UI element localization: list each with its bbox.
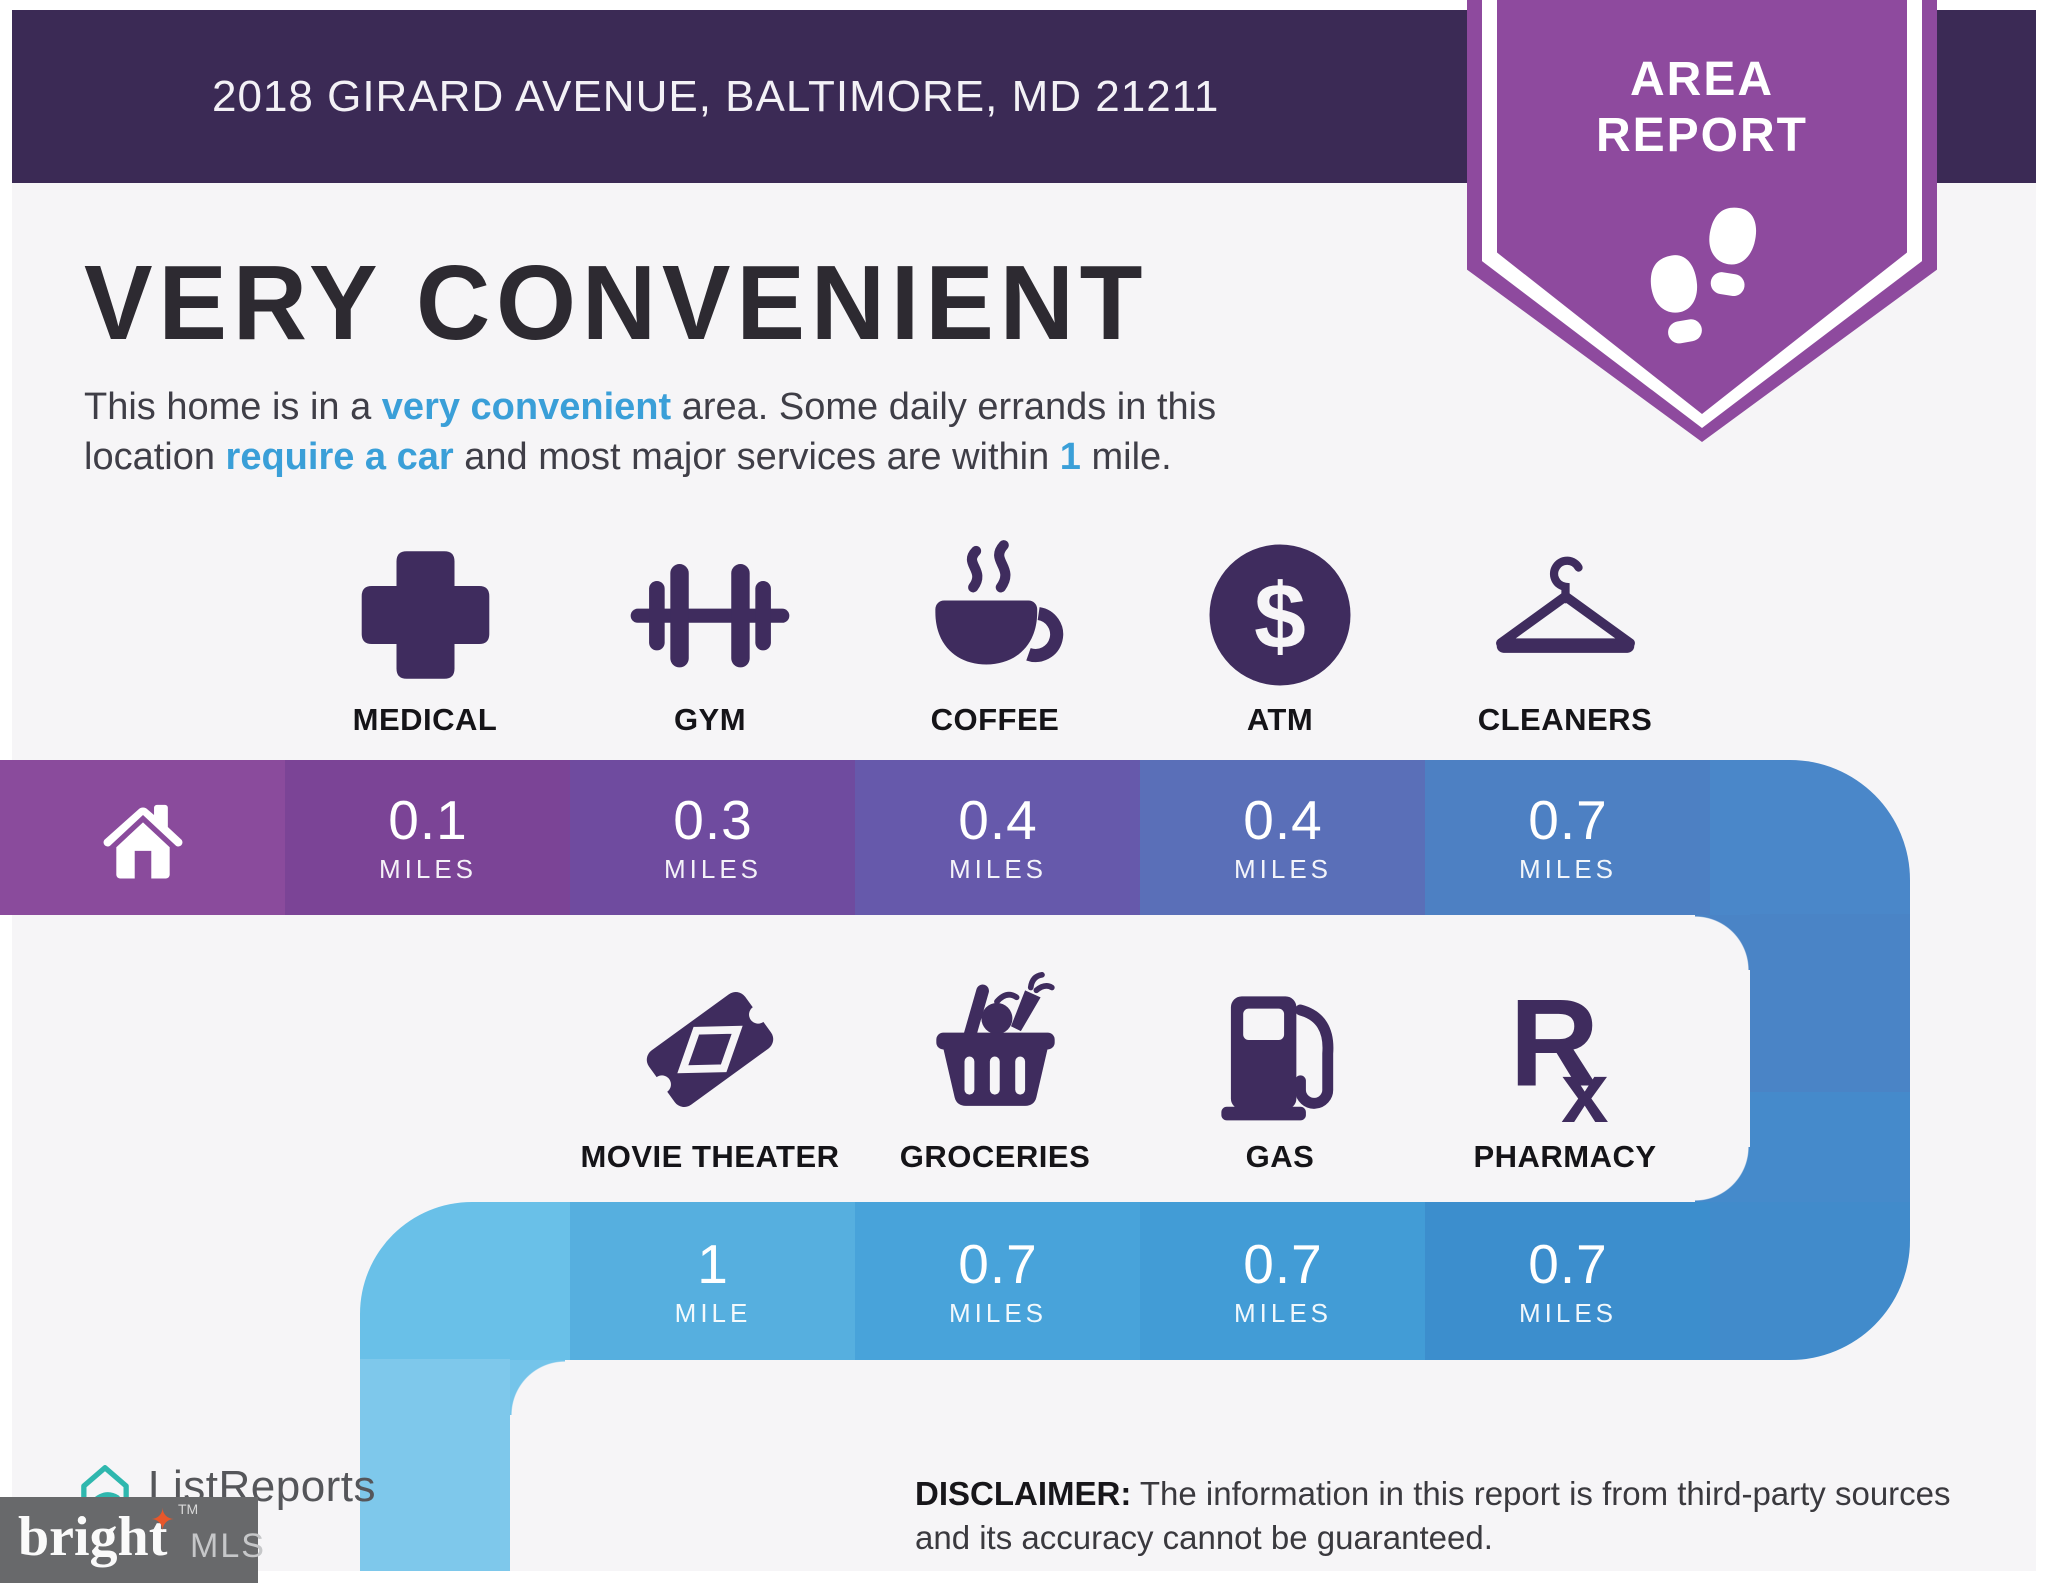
trademark-symbol: TM <box>178 1501 199 1517</box>
page-title: VERY CONVENIENT <box>84 244 1149 362</box>
distance-unit: MILE <box>674 1297 752 1328</box>
disclaimer: DISCLAIMER: The information in this repo… <box>915 1472 1985 1559</box>
distance-value: 0.1 <box>388 789 468 851</box>
badge-title: AREA REPORT <box>1467 52 1937 163</box>
snake-right-limb-upper <box>1750 914 1910 1093</box>
distance-band-top: 0.1 MILES 0.3 MILES 0.4 MILES 0.4 MILES … <box>0 760 1910 915</box>
poi-label: PHARMACY <box>1473 1139 1657 1174</box>
rx-icon: R x <box>1509 975 1608 1127</box>
gas-pump-icon <box>1221 996 1334 1121</box>
distance-value: 0.4 <box>1243 789 1323 851</box>
band-corner-top-right <box>1710 760 1910 915</box>
band-corner-bottom-right <box>1710 1202 1910 1360</box>
distance-segment: 0.7 MILES <box>1140 1202 1426 1360</box>
grocery-basket-icon <box>935 972 1055 1106</box>
distance-segment: 0.4 MILES <box>855 760 1141 915</box>
poi-cleaners: CLEANERS <box>1430 540 1700 738</box>
distance-segment: 1 MILE <box>570 1202 856 1360</box>
footprints-icon <box>1622 198 1782 388</box>
summary-paragraph: This home is in a very convenient area. … <box>84 382 1216 482</box>
area-report-badge: AREA REPORT <box>1467 0 1937 442</box>
medical-cross-icon <box>361 551 489 679</box>
snake-inner-fillet <box>510 1360 565 1415</box>
poi-pharmacy: R x PHARMACY <box>1430 972 1700 1175</box>
snake-left-limb <box>360 1359 510 1571</box>
distance-segment: 0.1 MILES <box>285 760 571 915</box>
poi-medical: MEDICAL <box>290 540 560 738</box>
distance-segment: 0.3 MILES <box>570 760 856 915</box>
distance-unit: MILES <box>1233 1297 1333 1328</box>
poi-atm: $ ATM <box>1145 540 1415 738</box>
distance-segment: 0.4 MILES <box>1140 760 1426 915</box>
poi-label: GYM <box>673 702 747 737</box>
disclaimer-text: The information in this report is from t… <box>915 1475 1951 1556</box>
distance-value: 0.7 <box>958 1232 1038 1295</box>
poi-label: ATM <box>1246 702 1314 737</box>
distance-unit: MILES <box>378 854 478 884</box>
poi-label: GAS <box>1245 1139 1315 1174</box>
coffee-cup-icon <box>935 540 1064 665</box>
distance-unit: MILES <box>663 854 763 884</box>
poi-movie-theater: MOVIE THEATER <box>575 972 845 1175</box>
poi-gas: GAS <box>1145 972 1415 1175</box>
home-block <box>0 760 286 915</box>
distance-value: 1 <box>697 1232 729 1295</box>
home-icon <box>103 804 183 878</box>
bright-wordmark: bright <box>18 1506 168 1568</box>
poi-groceries: GROCERIES <box>860 972 1130 1175</box>
distance-unit: MILES <box>1518 1297 1618 1328</box>
mls-wordmark: MLS <box>190 1527 266 1565</box>
distance-value: 0.7 <box>1528 1232 1608 1295</box>
poi-gym: GYM <box>575 540 845 738</box>
distance-segment: 0.7 MILES <box>1425 760 1711 915</box>
snake-inner-fillet <box>1695 1147 1750 1202</box>
distance-segment: 0.7 MILES <box>1425 1202 1711 1360</box>
distance-segment: 0.7 MILES <box>855 1202 1141 1360</box>
band-corner-top-left <box>360 1202 571 1360</box>
distance-value: 0.4 <box>958 789 1038 851</box>
distance-band-bottom: 1 MILE 0.7 MILES 0.7 MILES 0.7 MILES <box>0 1202 1910 1360</box>
poi-label: COFFEE <box>930 702 1060 737</box>
poi-label: CLEANERS <box>1477 702 1653 737</box>
hanger-icon <box>1495 556 1635 653</box>
snake-right-limb-lower <box>1750 1092 1910 1203</box>
poi-coffee: COFFEE <box>860 540 1130 738</box>
snake-inner-fillet <box>1695 915 1750 970</box>
distance-unit: MILES <box>948 1297 1048 1328</box>
bright-star-icon: ✦ <box>150 1504 176 1537</box>
bright-mls-logo: bright ✦ TM MLS <box>0 1497 264 1583</box>
summary-line-1: This home is in a very convenient area. … <box>84 386 1217 428</box>
badge-title-line1: AREA <box>1629 53 1774 106</box>
poi-label: MEDICAL <box>352 702 498 737</box>
distance-unit: MILES <box>1518 854 1618 884</box>
dollar-circle-icon: $ <box>1209 544 1351 686</box>
svg-text:x: x <box>1561 1046 1608 1127</box>
dumbbell-icon <box>630 564 790 668</box>
property-address: 2018 GIRARD AVENUE, BALTIMORE, MD 21211 <box>212 71 1220 121</box>
badge-title-line2: REPORT <box>1595 108 1808 162</box>
distance-value: 0.7 <box>1528 789 1608 851</box>
distance-unit: MILES <box>948 854 1048 884</box>
disclaimer-label: DISCLAIMER: <box>915 1475 1132 1512</box>
movie-ticket-icon <box>646 992 774 1107</box>
distance-unit: MILES <box>1233 854 1333 884</box>
svg-text:R: R <box>1509 975 1599 1113</box>
svg-text:$: $ <box>1254 564 1306 668</box>
distance-value: 0.7 <box>1243 1232 1323 1295</box>
poi-label: MOVIE THEATER <box>580 1139 840 1174</box>
summary-line-2: location require a car and most major se… <box>84 436 1172 479</box>
poi-label: GROCERIES <box>899 1139 1091 1174</box>
distance-value: 0.3 <box>673 789 753 851</box>
